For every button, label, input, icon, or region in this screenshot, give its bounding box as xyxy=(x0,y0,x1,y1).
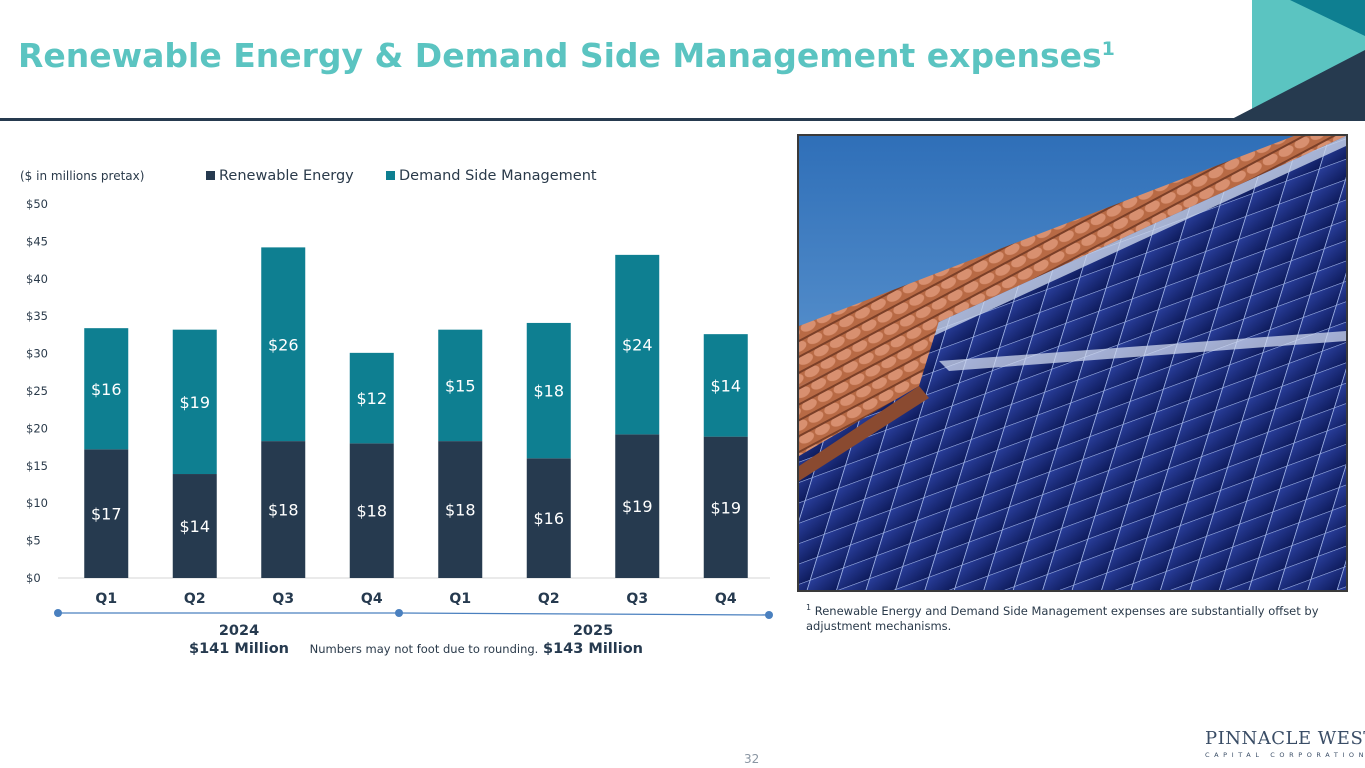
legend-swatch-renewable xyxy=(206,171,215,180)
logo-tagline: CAPITAL CORPORATION xyxy=(1205,751,1365,759)
y-tick-label: $0 xyxy=(26,571,41,585)
slide-title: Renewable Energy & Demand Side Managemen… xyxy=(18,36,1115,75)
data-label-renewable: $19 xyxy=(710,498,741,517)
bar-dsm xyxy=(703,334,748,437)
y-tick-label: $45 xyxy=(26,234,48,248)
y-tick-label: $50 xyxy=(26,197,48,211)
bar-dsm xyxy=(84,328,129,450)
timeline-dot xyxy=(54,609,62,617)
data-label-renewable: $18 xyxy=(445,501,476,520)
timeline-dot xyxy=(395,609,403,617)
footnote: 1 Renewable Energy and Demand Side Manag… xyxy=(806,600,1326,634)
data-label-dsm: $15 xyxy=(445,376,476,395)
y-tick-label: $15 xyxy=(26,459,48,473)
data-label-renewable: $14 xyxy=(179,517,210,536)
bar-dsm xyxy=(261,247,306,442)
group-year-label: 2025 xyxy=(573,623,613,639)
data-label-dsm: $12 xyxy=(356,389,387,408)
corner-navy-shape xyxy=(1230,50,1365,120)
page-number: 32 xyxy=(744,752,760,766)
x-tick-label: Q2 xyxy=(538,591,560,607)
corner-dark-teal-shape xyxy=(1290,0,1365,36)
group-total-label: $141 Million xyxy=(189,641,289,657)
y-tick-label: $35 xyxy=(26,309,48,323)
data-label-renewable: $19 xyxy=(622,497,653,516)
group-year-label: 2024 xyxy=(219,623,259,639)
y-tick-label: $20 xyxy=(26,421,48,435)
legend-swatch-dsm xyxy=(386,171,395,180)
company-logo: PINNACLE WEST CAPITAL CORPORATION xyxy=(1205,728,1365,764)
bar-renewable xyxy=(438,441,483,578)
bar-renewable xyxy=(84,449,129,578)
bar-dsm xyxy=(349,352,394,444)
corner-accent-shape xyxy=(1230,0,1365,120)
footnote-text: Renewable Energy and Demand Side Managem… xyxy=(806,603,1319,633)
y-tick-label: $5 xyxy=(26,534,41,548)
legend-label-dsm: Demand Side Management xyxy=(399,168,597,184)
footnote-marker: 1 xyxy=(806,603,812,612)
bar-renewable xyxy=(261,441,306,578)
x-tick-label: Q1 xyxy=(449,591,471,607)
y-tick-label: $30 xyxy=(26,347,48,361)
data-label-renewable: $16 xyxy=(533,509,564,528)
legend-label-renewable: Renewable Energy xyxy=(219,168,354,184)
bar-renewable xyxy=(526,458,571,578)
x-tick-label: Q2 xyxy=(184,591,206,607)
bar-renewable xyxy=(615,434,660,578)
rounding-note: Numbers may not foot due to rounding. xyxy=(310,642,539,656)
data-label-dsm: $14 xyxy=(710,376,741,395)
data-label-renewable: $18 xyxy=(356,502,387,521)
data-label-dsm: $24 xyxy=(622,336,653,355)
bar-renewable xyxy=(172,474,217,578)
x-tick-label: Q3 xyxy=(626,591,648,607)
title-footnote-marker: 1 xyxy=(1101,38,1115,60)
y-tick-label: $10 xyxy=(26,496,48,510)
data-label-dsm: $26 xyxy=(268,335,299,354)
timeline-2025 xyxy=(398,612,770,616)
bar-renewable xyxy=(349,443,394,578)
group-total-label: $143 Million xyxy=(543,641,643,657)
solar-panel-photo xyxy=(797,134,1348,592)
timeline-dot xyxy=(765,611,773,619)
data-label-dsm: $18 xyxy=(533,382,564,401)
stacked-bar-chart: ($ in millions pretax) Renewable Energy De… xyxy=(20,168,773,657)
x-tick-label: Q1 xyxy=(95,591,117,607)
data-label-dsm: $16 xyxy=(91,380,122,399)
x-tick-label: Q3 xyxy=(272,591,294,607)
data-label-dsm: $19 xyxy=(179,393,210,412)
bar-dsm xyxy=(438,329,483,442)
y-tick-label: $25 xyxy=(26,384,48,398)
data-label-renewable: $18 xyxy=(268,501,299,520)
unit-note: ($ in millions pretax) xyxy=(20,169,144,183)
bar-renewable xyxy=(703,436,748,578)
x-tick-label: Q4 xyxy=(361,591,383,607)
bar-dsm xyxy=(615,254,660,435)
y-tick-label: $40 xyxy=(26,272,48,286)
bar-dsm xyxy=(526,322,571,459)
header-divider xyxy=(0,118,1365,121)
data-label-renewable: $17 xyxy=(91,505,122,524)
logo-wordmark: PINNACLE WEST xyxy=(1205,728,1365,749)
bar-dsm xyxy=(172,329,217,475)
x-tick-label: Q4 xyxy=(715,591,737,607)
